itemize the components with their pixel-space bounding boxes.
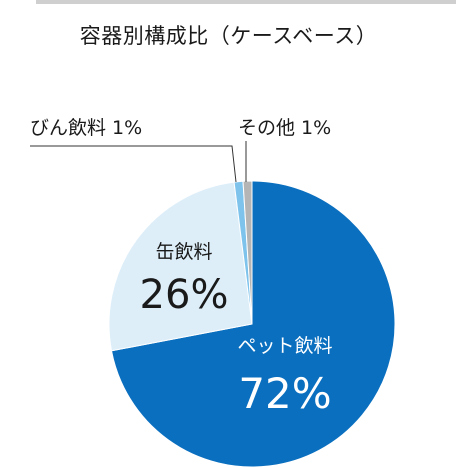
pet-label: ペット飲料 [237,335,332,357]
pet-slice [110,180,396,468]
pet-value-label: 72% [238,369,331,418]
bottle-label: びん飲料 1% [30,117,142,139]
can-slice [108,181,253,352]
bottle-leader-line [30,145,237,183]
chart-title: 容器別構成比（ケースベース） [79,24,378,48]
other-slice [242,180,253,325]
can-value-label: 26% [140,272,229,318]
top-rule [36,0,456,4]
other-label: その他 1% [238,117,331,139]
can-label: 缶飲料 [155,241,212,263]
